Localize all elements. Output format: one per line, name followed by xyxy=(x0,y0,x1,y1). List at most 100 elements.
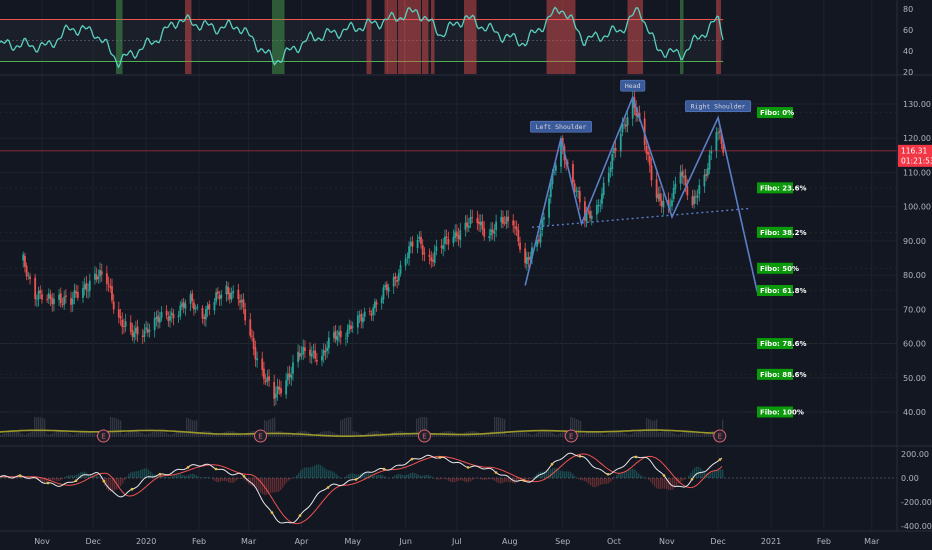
macd-histogram-bar xyxy=(684,478,686,480)
volume-bar xyxy=(172,433,174,437)
x-tick-label: May xyxy=(344,537,361,546)
candle-body xyxy=(280,388,282,394)
macd-histogram-bar xyxy=(190,474,192,478)
candle-body xyxy=(397,273,400,281)
candle-body xyxy=(344,338,347,339)
macd-histogram-bar xyxy=(478,478,480,479)
volume-bar xyxy=(710,431,712,437)
macd-histogram-bar xyxy=(184,475,186,478)
macd-histogram-bar xyxy=(236,478,238,481)
volume-bar xyxy=(708,431,710,437)
candle-body xyxy=(517,229,520,242)
macd-pane[interactable] xyxy=(0,452,897,525)
macd-histogram-bar xyxy=(562,471,564,478)
macd-histogram-bar xyxy=(380,474,382,478)
earnings-marker[interactable] xyxy=(417,429,431,443)
candle-body xyxy=(679,172,682,184)
volume-bar xyxy=(158,431,160,437)
candle-body xyxy=(671,200,673,207)
macd-cross-dot xyxy=(354,478,358,481)
candle-body xyxy=(650,165,653,181)
macd-histogram-bar xyxy=(218,478,220,483)
macd-histogram-bar xyxy=(134,471,136,478)
volume-bar xyxy=(354,431,356,437)
macd-histogram-bar xyxy=(456,478,458,482)
earnings-marker[interactable] xyxy=(254,429,268,443)
candle-body xyxy=(39,289,42,293)
price-tick-label: 130.00 xyxy=(903,100,931,109)
macd-histogram-bar xyxy=(522,478,524,480)
volume-bar xyxy=(92,432,94,437)
candle-body xyxy=(370,313,373,316)
volume-bar xyxy=(686,431,688,437)
volume-bar xyxy=(596,431,598,437)
macd-histogram-bar xyxy=(300,470,302,478)
macd-histogram-bar xyxy=(328,470,330,478)
macd-histogram-bar xyxy=(464,478,466,482)
macd-cross-dot xyxy=(550,462,554,466)
candle-body xyxy=(179,305,182,316)
macd-histogram-bar xyxy=(336,474,338,478)
macd-histogram-bar xyxy=(310,467,312,478)
candle-body xyxy=(129,322,132,332)
macd-histogram-bar xyxy=(318,464,320,478)
candle-body xyxy=(621,124,624,133)
candle-body xyxy=(382,287,385,300)
candle-body xyxy=(70,298,72,305)
candle-body xyxy=(647,151,649,155)
candle-body xyxy=(722,143,725,153)
candle-body xyxy=(338,331,340,336)
volume-bar xyxy=(524,431,526,437)
candle-body xyxy=(575,190,578,192)
macd-histogram-bar xyxy=(174,474,176,478)
volume-bar xyxy=(636,431,638,437)
volume-bar xyxy=(504,419,506,437)
macd-histogram-bar xyxy=(114,478,116,491)
volume-bar xyxy=(700,434,702,437)
macd-histogram-bar xyxy=(374,475,376,478)
macd-histogram-bar xyxy=(426,474,428,478)
candle-body xyxy=(105,273,108,284)
macd-histogram-bar xyxy=(304,467,306,478)
macd-histogram-bar xyxy=(348,474,350,478)
macd-histogram-bar xyxy=(280,478,282,491)
volume-bar xyxy=(624,432,626,437)
macd-histogram-bar xyxy=(584,478,586,482)
macd-histogram-bar xyxy=(612,478,614,480)
macd-histogram-bar xyxy=(468,478,470,483)
volume-bar xyxy=(698,433,700,437)
volume-bar xyxy=(638,431,640,437)
volume-bar xyxy=(532,434,534,437)
x-tick-label: Apr xyxy=(295,537,310,546)
earnings-marker[interactable] xyxy=(713,429,727,443)
earnings-marker[interactable] xyxy=(564,429,578,443)
macd-histogram-bar xyxy=(150,471,152,478)
macd-histogram-bar xyxy=(682,478,684,481)
candle-body xyxy=(288,373,291,378)
right-shoulder-label-box xyxy=(685,100,752,112)
volume-bar xyxy=(482,434,484,437)
macd-histogram-bar xyxy=(170,476,172,478)
candle-body xyxy=(109,285,112,288)
volume-bar xyxy=(484,434,486,437)
macd-histogram-bar xyxy=(354,473,356,478)
price-pane[interactable]: Left Shoulder Head Right Shoulder Fibo: 0% F… xyxy=(0,79,897,418)
x-tick-label: Mar xyxy=(241,537,257,546)
volume-bar xyxy=(60,431,62,437)
macd-histogram-bar xyxy=(346,475,348,478)
volume-bar xyxy=(46,433,48,437)
macd-histogram-bar xyxy=(578,478,580,480)
macd-histogram-bar xyxy=(56,478,58,481)
candle-body xyxy=(181,303,183,307)
candle-body xyxy=(314,350,317,359)
earnings-marker[interactable] xyxy=(96,429,110,443)
rsi-pane[interactable] xyxy=(0,0,724,74)
volume-bar xyxy=(674,433,676,437)
volume-bar xyxy=(270,418,272,437)
candle-body xyxy=(626,117,629,126)
fib-label-box xyxy=(757,338,793,350)
candle-body xyxy=(95,274,98,280)
macd-histogram-bar xyxy=(80,472,82,478)
macd-histogram-bar xyxy=(222,478,224,482)
